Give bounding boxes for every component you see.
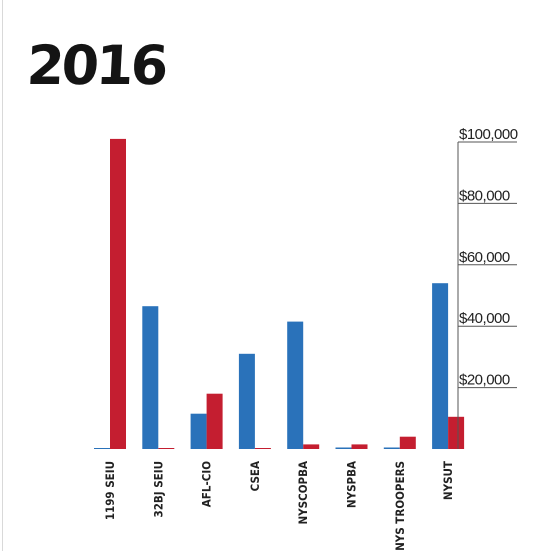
y-tick-label: $40,000 bbox=[459, 310, 510, 327]
category-label: 1199 SEIU bbox=[103, 461, 117, 520]
bar-nyspba-series-1 bbox=[335, 447, 352, 449]
category-label: NYSPBA bbox=[345, 461, 359, 508]
bar-csea-series-2 bbox=[254, 448, 271, 449]
bar-nys-troopers-series-1 bbox=[383, 447, 400, 449]
y-tick-label: $80,000 bbox=[459, 187, 510, 204]
bar-csea-series-1 bbox=[238, 353, 255, 449]
bar-32bj-seiu-series-1 bbox=[142, 306, 159, 449]
y-tick-label: $60,000 bbox=[459, 249, 510, 266]
bar-nyscopba-series-2 bbox=[303, 444, 320, 449]
bar-nyspba-series-2 bbox=[351, 444, 368, 449]
category-label: NYS TROOPERS bbox=[393, 461, 407, 551]
category-label: CSEA bbox=[248, 461, 262, 491]
bar-afl-cio-series-1 bbox=[190, 413, 207, 449]
left-border-line bbox=[2, 0, 3, 551]
bar-nyscopba-series-1 bbox=[287, 321, 304, 449]
category-label: 32BJ SEIU bbox=[151, 461, 165, 518]
bar-nysut-series-1 bbox=[432, 283, 449, 449]
category-label: AFL-CIO bbox=[200, 461, 214, 507]
bar-1199-seiu-series-1 bbox=[94, 448, 110, 449]
bar-1199-seiu-series-2 bbox=[110, 138, 126, 449]
bar-nys-troopers-series-2 bbox=[399, 436, 416, 449]
category-label: NYSUT bbox=[441, 461, 455, 500]
bar-32bj-seiu-series-2 bbox=[158, 448, 175, 449]
bar-nysut-series-2 bbox=[448, 416, 465, 449]
y-tick-label: $100,000 bbox=[459, 126, 518, 143]
y-tick-label: $20,000 bbox=[459, 372, 510, 389]
category-label: NYSCOPBA bbox=[296, 461, 310, 524]
bar-afl-cio-series-2 bbox=[206, 393, 223, 449]
